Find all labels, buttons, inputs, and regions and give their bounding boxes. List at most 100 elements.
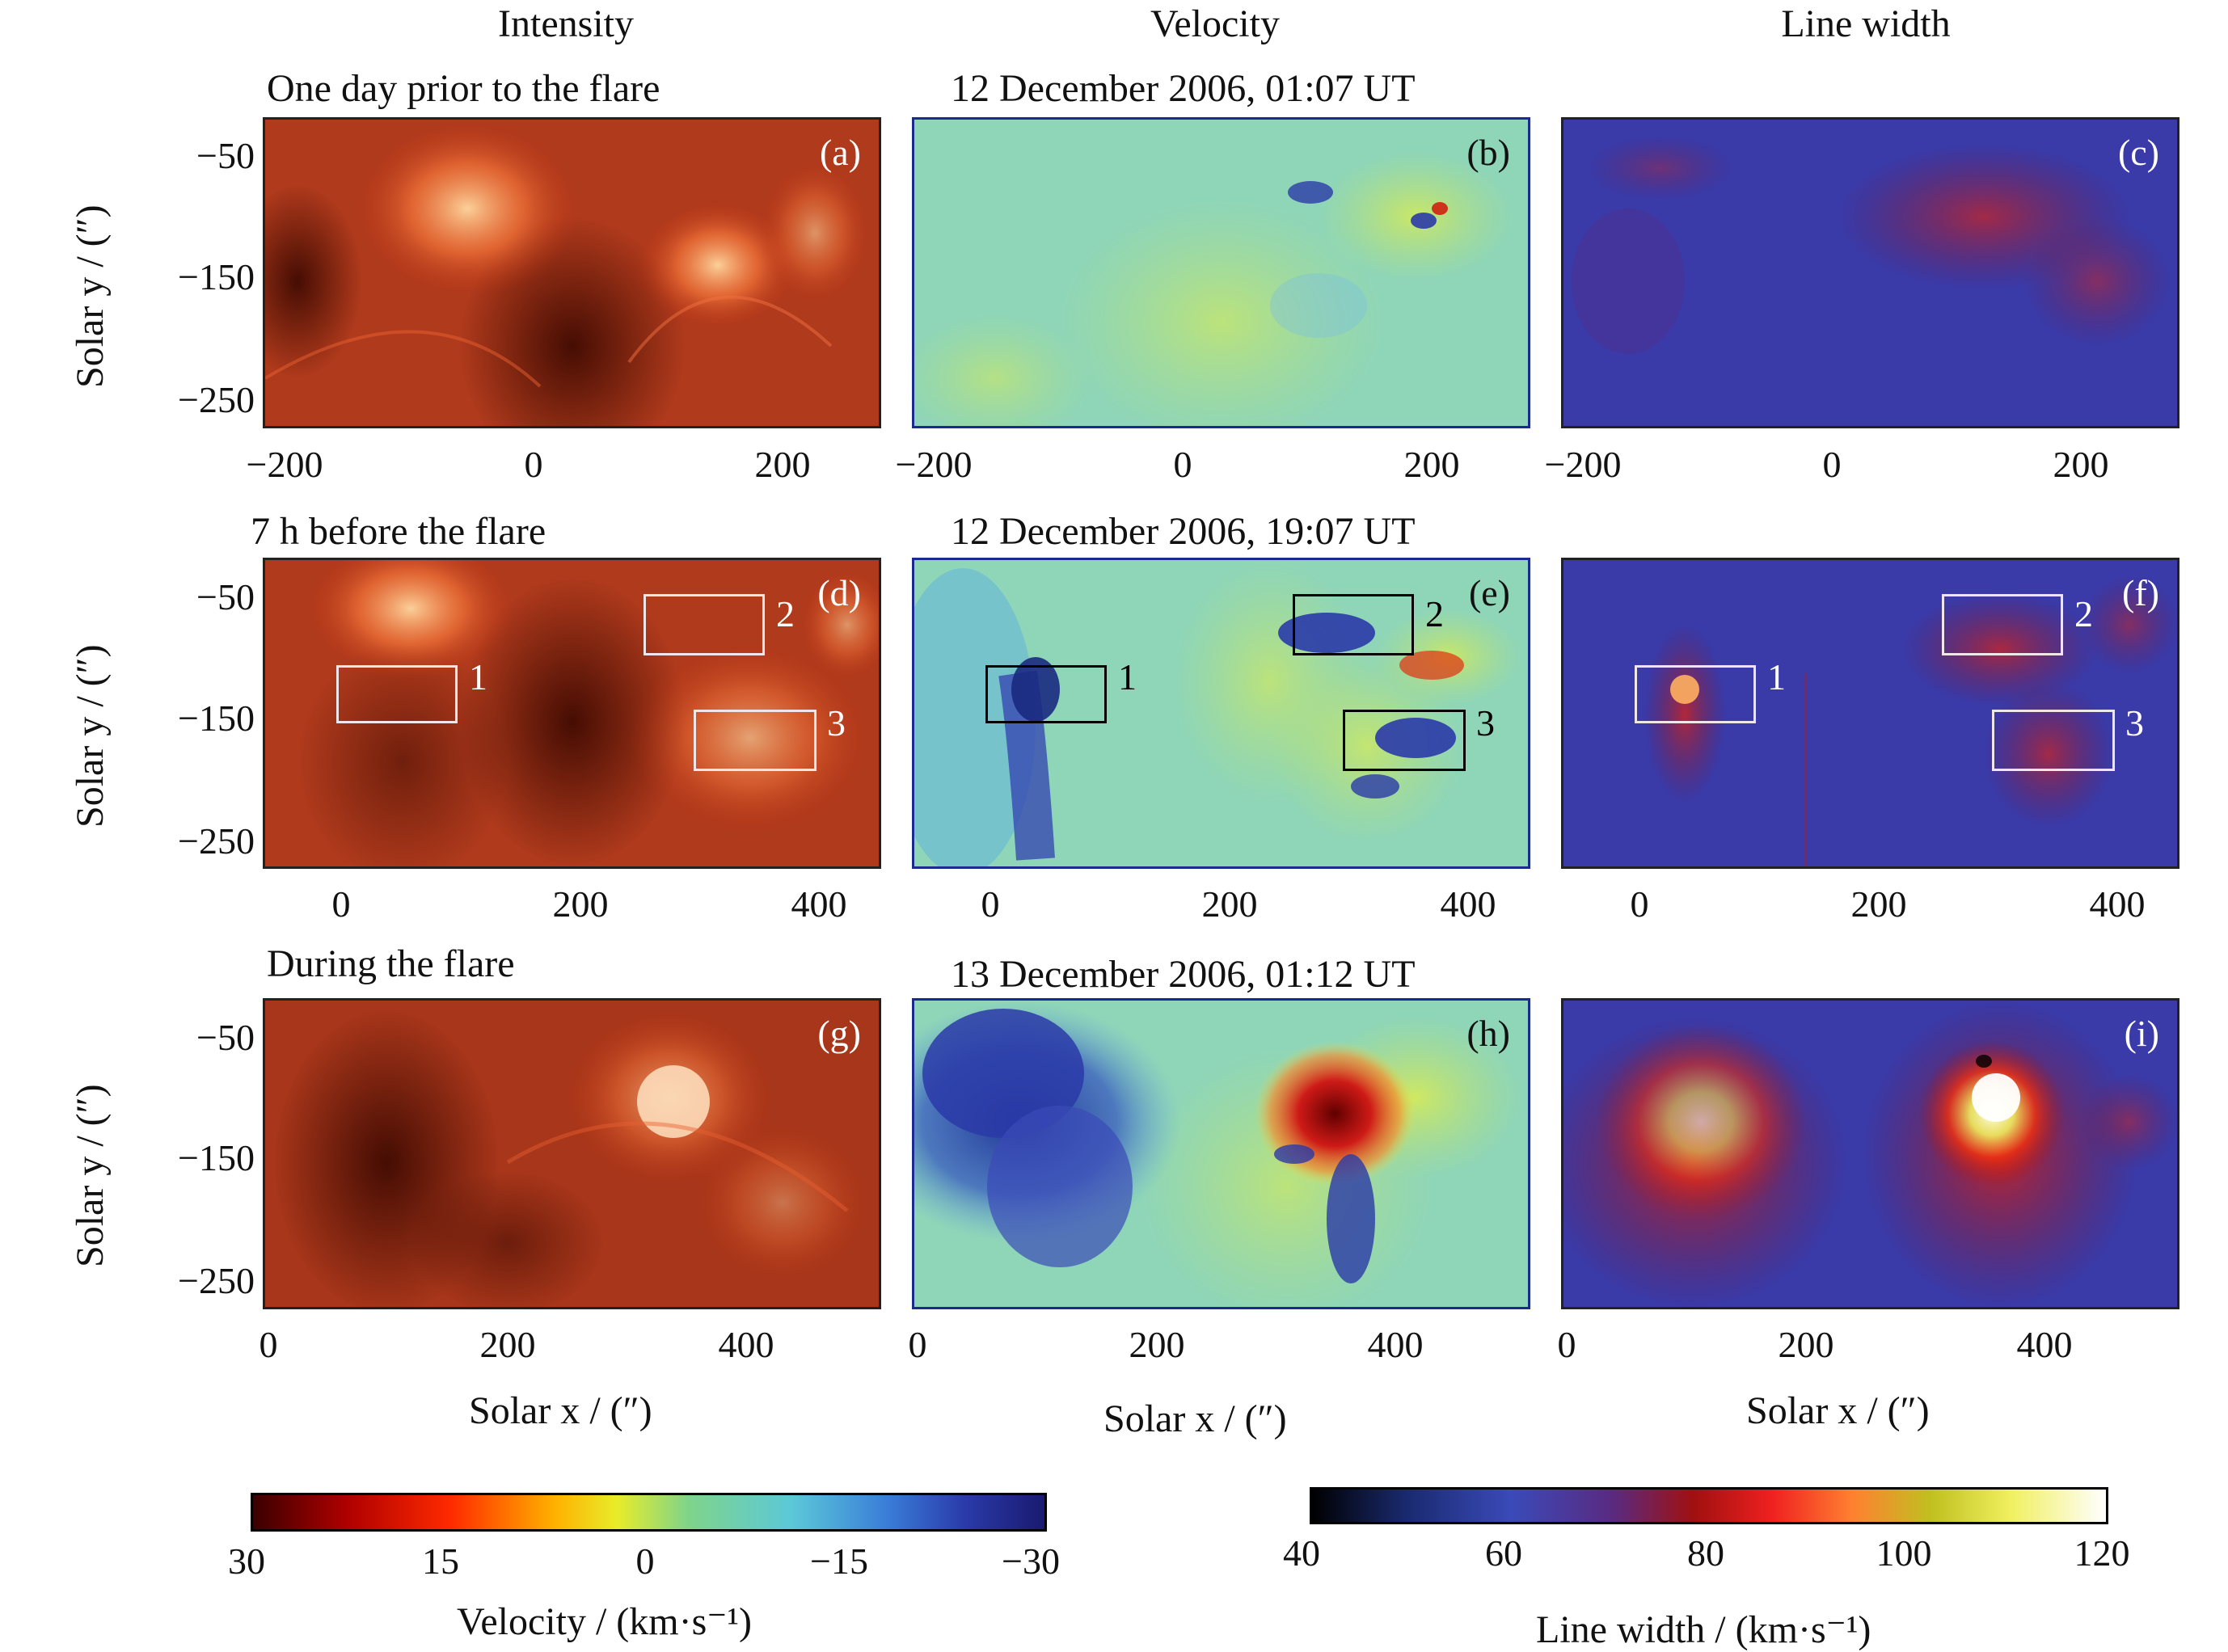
row3-ytick: −50	[196, 1017, 255, 1058]
panel-label: (b)	[1466, 132, 1510, 173]
line-width-colorbar-tick: 40	[1283, 1532, 1320, 1574]
velocity-colorbar-tick: −30	[1002, 1540, 1060, 1582]
row2-xtick: 400	[1440, 883, 1496, 925]
xlabel-intensity: Solar x / (″)	[469, 1389, 652, 1432]
region-box-2	[1293, 594, 1414, 655]
row2-ylabel: Solar y / (″)	[69, 644, 112, 828]
row3-xtick: 0	[259, 1324, 278, 1365]
panel-label: (f)	[2122, 572, 2159, 613]
row1-xtick: 0	[1822, 444, 1842, 485]
panel-c-line-width: (c)	[1561, 117, 2179, 428]
region-box-label: 2	[1425, 593, 1444, 634]
panel-label: (c)	[2117, 132, 2159, 173]
region-box-label: 1	[1118, 656, 1137, 697]
panel-e-velocity: 1 2 3 (e)	[912, 558, 1530, 869]
row1-timestamp: 12 December 2006, 01:07 UT	[951, 67, 1416, 110]
row3-xtick: 0	[908, 1324, 927, 1365]
velocity-map	[914, 560, 1528, 866]
region-box-label: 3	[1476, 702, 1495, 744]
line-width-colorbar-tick: 60	[1485, 1532, 1522, 1574]
column-header-intensity: Intensity	[498, 2, 634, 45]
row3-xtick: 0	[1557, 1324, 1576, 1365]
velocity-colorbar	[251, 1493, 1047, 1532]
row2-xtick: 200	[1201, 883, 1258, 925]
row2-ytick: −250	[178, 820, 255, 862]
region-box-label: 1	[1767, 656, 1786, 697]
row1-xtick: −200	[1544, 444, 1622, 485]
region-box-1	[1635, 665, 1756, 723]
row2-xtick: 400	[2089, 883, 2146, 925]
region-box-1	[985, 665, 1107, 723]
panel-label: (i)	[2124, 1013, 2159, 1054]
row1-xtick: 0	[1173, 444, 1192, 485]
row3-xtick: 400	[2016, 1324, 2073, 1365]
velocity-colorbar-gradient	[253, 1495, 1044, 1529]
row2-caption: 7 h before the flare	[251, 510, 546, 553]
row1-ytick: −150	[178, 256, 255, 297]
panel-f-line-width: 1 2 3 (f)	[1561, 558, 2179, 869]
panel-b-velocity: (b)	[912, 117, 1530, 428]
xlabel-line-width: Solar x / (″)	[1746, 1389, 1930, 1432]
column-header-velocity: Velocity	[1150, 2, 1280, 45]
region-box-label: 2	[2074, 593, 2093, 634]
row3-xtick: 400	[1367, 1324, 1424, 1365]
row1-xtick: −200	[895, 444, 973, 485]
panel-label: (e)	[1468, 572, 1510, 613]
row2-xtick: 400	[791, 883, 847, 925]
region-box-label: 2	[776, 593, 795, 634]
line-width-colorbar-tick: 80	[1687, 1532, 1724, 1574]
line-width-colorbar	[1310, 1487, 2108, 1524]
row2-ytick: −150	[178, 697, 255, 739]
row3-ytick: −150	[178, 1137, 255, 1178]
region-box-label: 1	[469, 656, 487, 697]
line-width-map	[1563, 560, 2177, 866]
intensity-map	[265, 120, 879, 426]
line-width-map	[1563, 1001, 2177, 1307]
panel-label: (d)	[817, 572, 861, 613]
region-box-1	[336, 665, 458, 723]
panel-g-intensity: (g)	[263, 998, 881, 1309]
row3-ylabel: Solar y / (″)	[69, 1084, 112, 1267]
panel-h-velocity: (h)	[912, 998, 1530, 1309]
panel-i-line-width: (i)	[1561, 998, 2179, 1309]
row2-xtick: 0	[1630, 883, 1649, 925]
row1-xtick: −200	[246, 444, 323, 485]
velocity-map	[914, 120, 1528, 426]
line-width-colorbar-gradient	[1312, 1490, 2106, 1522]
row1-xtick: 0	[524, 444, 543, 485]
row2-xtick: 200	[1850, 883, 1907, 925]
row1-xtick: 200	[754, 444, 811, 485]
row1-xtick: 200	[1403, 444, 1460, 485]
velocity-map	[914, 1001, 1528, 1307]
row2-xtick: 0	[331, 883, 351, 925]
row3-xtick: 200	[479, 1324, 536, 1365]
row1-caption: One day prior to the flare	[267, 67, 660, 110]
row1-ytick: −50	[196, 135, 255, 176]
row3-ytick: −250	[178, 1260, 255, 1301]
row3-xtick: 400	[718, 1324, 774, 1365]
panel-a-intensity: (a)	[263, 117, 881, 428]
region-box-2	[1942, 594, 2063, 655]
region-box-2	[644, 594, 765, 655]
row3-xtick: 200	[1129, 1324, 1185, 1365]
line-width-colorbar-tick: 100	[1876, 1532, 1932, 1574]
row1-ylabel: Solar y / (″)	[69, 204, 112, 388]
velocity-colorbar-tick: −15	[810, 1540, 868, 1582]
line-width-map	[1563, 120, 2177, 426]
panel-label: (a)	[819, 132, 861, 173]
region-box-label: 3	[2125, 702, 2144, 744]
velocity-colorbar-title: Velocity / (km·s⁻¹)	[457, 1600, 752, 1643]
intensity-map	[265, 1001, 879, 1307]
velocity-colorbar-tick: 30	[228, 1540, 265, 1582]
row3-caption: During the flare	[267, 942, 515, 985]
row2-ytick: −50	[196, 576, 255, 617]
line-width-colorbar-tick: 120	[2074, 1532, 2130, 1574]
region-box-3	[694, 710, 817, 771]
line-width-colorbar-title: Line width / (km·s⁻¹)	[1536, 1608, 1871, 1651]
velocity-colorbar-tick: 0	[635, 1540, 655, 1582]
row2-xtick: 0	[981, 883, 1000, 925]
column-header-line-width: Line width	[1781, 2, 1951, 45]
row3-xtick: 200	[1778, 1324, 1834, 1365]
row1-xtick: 200	[2053, 444, 2109, 485]
region-box-3	[1992, 710, 2115, 771]
